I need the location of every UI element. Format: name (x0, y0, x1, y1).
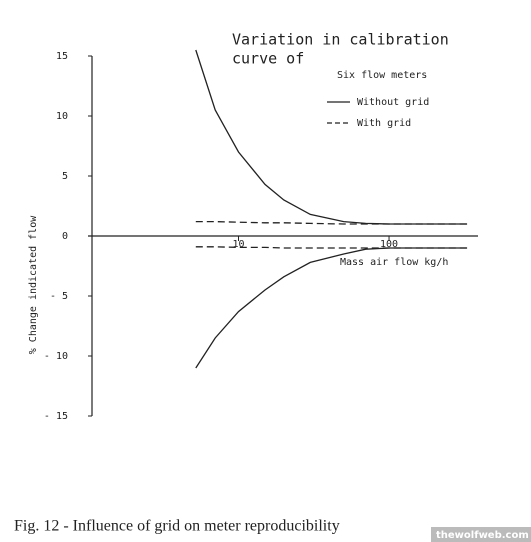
legend-label: With grid (357, 118, 411, 129)
subtitle: Six flow meters (337, 70, 427, 81)
watermark-bg (431, 527, 531, 542)
line-series (195, 220, 468, 225)
x-axis-label: Mass air flow kg/h (340, 257, 448, 268)
line-series (195, 246, 468, 249)
watermark: thewolfweb.com (436, 530, 529, 541)
y-tick-label: 5 (62, 171, 68, 182)
x-tick-label: 10 (232, 239, 244, 250)
chart-title: curve of (232, 50, 304, 68)
y-tick-label: - 10 (44, 351, 68, 362)
y-tick-label: 10 (56, 111, 68, 122)
y-axis-label: % Change indicated flow (28, 215, 39, 354)
x-tick-label: 100 (380, 239, 398, 250)
legend-label: Without grid (357, 97, 429, 108)
y-tick-label: - 15 (44, 411, 68, 422)
caption: Fig. 12 - Influence of grid on meter rep… (14, 518, 340, 535)
y-tick-label: 15 (56, 51, 68, 62)
chart-title: Variation in calibration (232, 31, 449, 49)
y-tick-label: 0 (62, 231, 68, 242)
y-tick-label: - 5 (50, 291, 68, 302)
